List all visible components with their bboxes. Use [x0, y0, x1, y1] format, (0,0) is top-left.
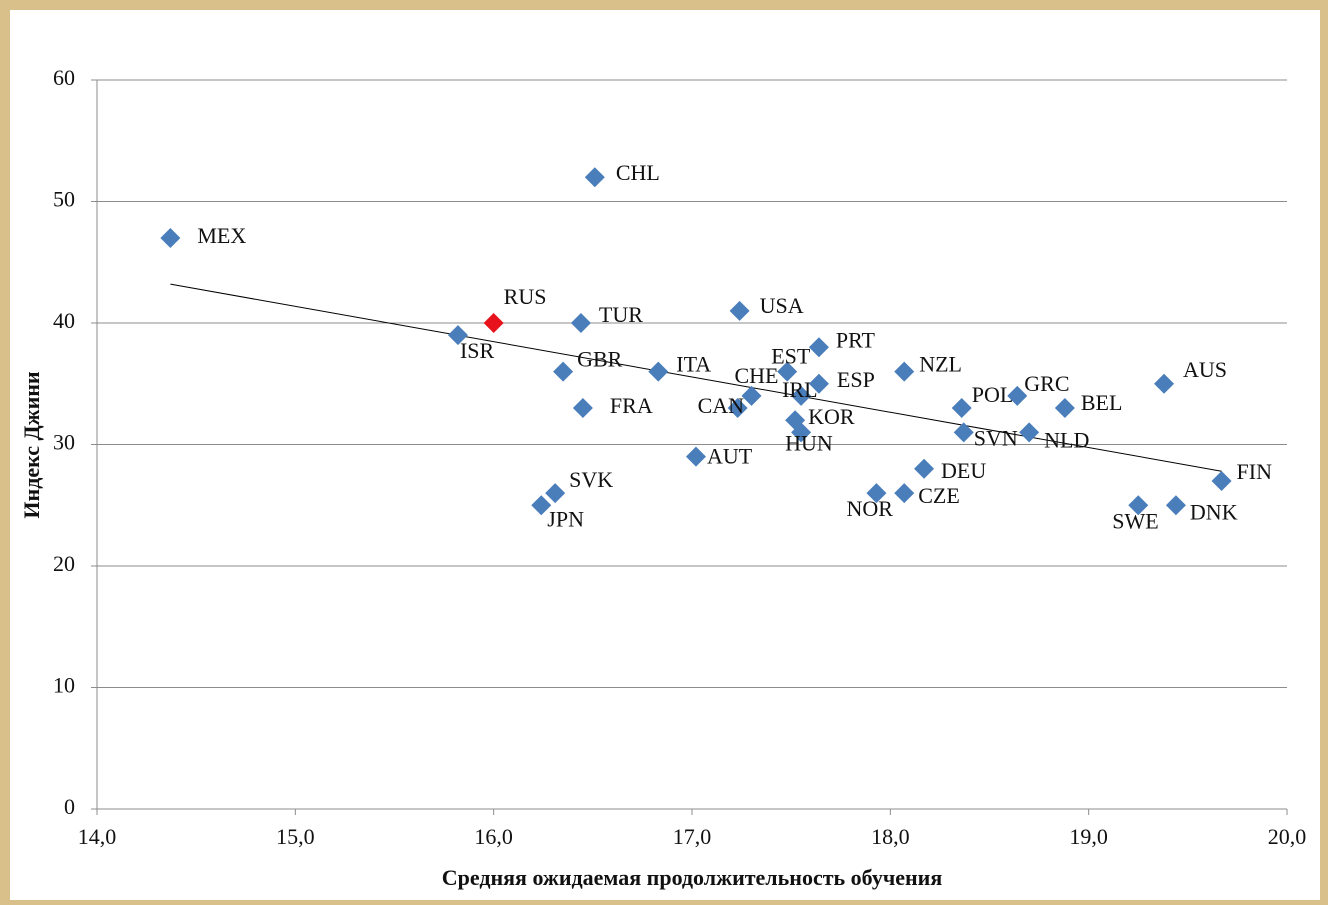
- data-point: [741, 385, 762, 406]
- data-point: [729, 300, 750, 321]
- point-label: ITA: [676, 352, 711, 377]
- point-label: NZL: [919, 352, 962, 377]
- data-point: [777, 361, 798, 382]
- point-label: FIN: [1237, 459, 1273, 484]
- point-label: ISR: [460, 338, 495, 363]
- point-label: KOR: [808, 404, 855, 429]
- data-point: [791, 385, 812, 406]
- data-point: [160, 227, 181, 248]
- data-point: [531, 495, 552, 516]
- y-tick-label: 40: [53, 308, 75, 333]
- data-point: [727, 398, 748, 419]
- point-label: ESP: [837, 367, 875, 392]
- point-label: SVK: [569, 467, 613, 492]
- data-point: [545, 483, 566, 504]
- point-label: EST: [771, 344, 811, 369]
- data-point: [648, 361, 669, 382]
- x-tick-label: 18,0: [871, 824, 910, 849]
- y-tick-label: 50: [53, 187, 75, 212]
- data-point: [570, 313, 591, 333]
- point-label: MEX: [197, 223, 246, 248]
- data-point: [1154, 373, 1175, 394]
- x-tick-label: 14,0: [78, 824, 117, 849]
- point-label: GRC: [1024, 371, 1069, 396]
- y-tick-label: 30: [53, 430, 75, 455]
- point-label: NOR: [846, 496, 893, 521]
- point-label: PRT: [836, 327, 876, 352]
- point-label: JPN: [547, 506, 584, 531]
- point-label: FRA: [610, 393, 653, 418]
- point-label: USA: [760, 293, 804, 318]
- point-label: TUR: [599, 302, 643, 327]
- y-axis-label: Индекс Джини: [19, 371, 44, 519]
- point-label: CAN: [698, 393, 745, 418]
- data-point: [1019, 422, 1040, 443]
- trendline: [170, 283, 1222, 472]
- point-label: AUT: [707, 444, 753, 469]
- data-point: [685, 446, 706, 467]
- data-point: [808, 373, 829, 394]
- data-point: [1211, 470, 1232, 491]
- data-point: [1128, 495, 1149, 516]
- point-label: CZE: [918, 483, 960, 508]
- point-label: POL: [972, 382, 1014, 407]
- x-tick-label: 19,0: [1069, 824, 1108, 849]
- data-point: [866, 483, 887, 504]
- data-point: [894, 483, 915, 504]
- x-tick-label: 15,0: [276, 824, 315, 849]
- x-tick-label: 20,0: [1268, 824, 1307, 849]
- point-label: HUN: [785, 430, 833, 455]
- point-label: RUS: [504, 284, 547, 309]
- y-tick-label: 0: [64, 794, 75, 819]
- data-point: [483, 313, 504, 333]
- y-tick-label: 20: [53, 551, 75, 576]
- plot-background: [10, 10, 1320, 900]
- point-label: AUS: [1183, 357, 1227, 382]
- point-label: CHL: [616, 160, 660, 185]
- point-label: CHE: [735, 363, 779, 388]
- point-label: SVN: [974, 425, 1018, 450]
- point-label: DEU: [941, 458, 986, 483]
- data-point: [808, 337, 829, 358]
- y-tick-label: 10: [53, 673, 75, 698]
- point-label: NLD: [1044, 427, 1089, 452]
- point-label: DNK: [1190, 499, 1238, 524]
- data-point: [584, 167, 605, 188]
- y-tick-label: 60: [53, 65, 75, 90]
- x-tick-label: 17,0: [673, 824, 712, 849]
- data-point: [1054, 398, 1075, 419]
- data-point: [791, 422, 812, 443]
- data-point: [894, 361, 915, 382]
- data-point: [553, 361, 574, 382]
- data-point: [447, 325, 468, 346]
- data-point: [914, 458, 935, 479]
- data-point: [1165, 495, 1186, 516]
- data-point: [953, 422, 974, 443]
- point-label: SWE: [1112, 508, 1158, 533]
- data-point: [951, 398, 972, 419]
- data-point: [572, 398, 593, 419]
- x-tick-label: 16,0: [474, 824, 513, 849]
- point-label: GBR: [577, 347, 623, 372]
- point-label: BEL: [1081, 390, 1123, 415]
- data-point: [1007, 385, 1028, 406]
- x-axis-label: Средняя ожидаемая продолжительность обуч…: [442, 865, 943, 890]
